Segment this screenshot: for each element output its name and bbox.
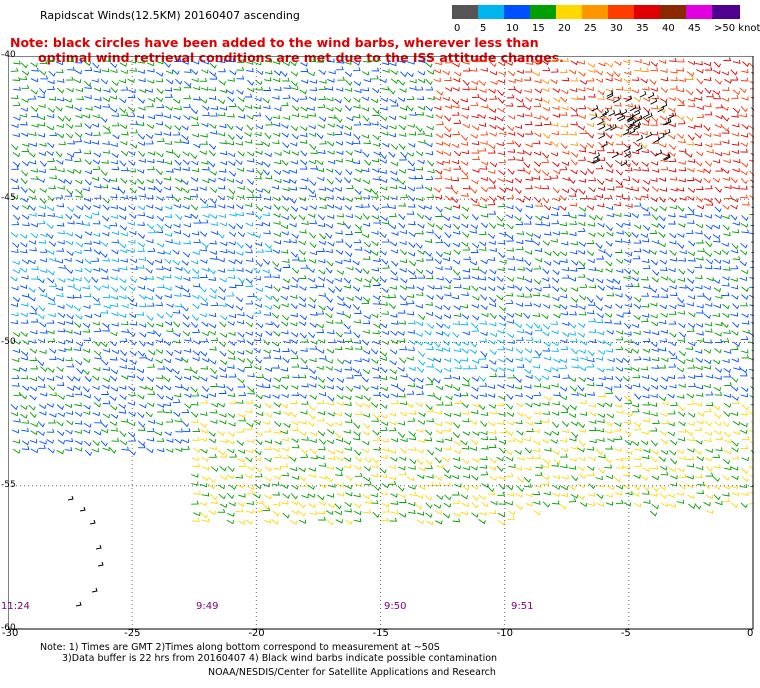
isolated-barb (75, 601, 82, 607)
legend-swatch (452, 5, 478, 19)
latitude-label: -55 (1, 479, 16, 490)
latitude-label: -45 (1, 193, 16, 204)
latitude-label: -40 (1, 50, 16, 60)
latitude-label: -60 (1, 623, 16, 633)
longitude-label: -30 (2, 628, 19, 639)
isolated-barb (89, 519, 96, 525)
legend-swatch (660, 5, 686, 19)
legend-label: 45 (688, 23, 701, 34)
legend-swatch (712, 5, 740, 19)
legend-swatch (530, 5, 556, 19)
wind-barb-group (434, 57, 754, 211)
isolated-barb (91, 587, 98, 593)
longitude-label: 0 (747, 628, 754, 639)
wind-barb-group (10, 58, 754, 457)
note-line-2: optimal wind retrieval conditions are me… (38, 50, 564, 65)
note-line-1: Note: black circles have been added to t… (10, 35, 539, 50)
longitude-label: -25 (124, 628, 141, 639)
legend-label: 20 (558, 23, 571, 34)
time-label: 11:24 (1, 601, 30, 612)
isolated-barb (95, 544, 102, 550)
legend-label: 5 (480, 23, 487, 34)
legend-swatch (582, 5, 608, 19)
legend-swatch (634, 5, 660, 19)
time-label: 9:51 (511, 601, 534, 612)
legend-label: 10 (506, 23, 519, 34)
latitude-label: -50 (1, 336, 16, 347)
isolated-barb (79, 506, 86, 512)
wind-barb-map (8, 56, 754, 630)
legend-label: 15 (532, 23, 545, 34)
isolated-barb (67, 495, 74, 501)
longitude-label: -15 (372, 628, 389, 639)
time-label: 9:50 (384, 601, 407, 612)
footnote-line-2: 3)Data buffer is 22 hrs from 20160407 4)… (62, 653, 498, 664)
wind-barb-group (433, 57, 754, 211)
legend-label: 30 (610, 23, 623, 34)
legend-label: 0 (454, 23, 461, 34)
wind-barb-group (10, 203, 614, 382)
legend-swatch (608, 5, 634, 19)
legend-swatch (556, 5, 582, 19)
isolated-barb (97, 561, 104, 567)
wind-barb-field (10, 57, 754, 607)
legend-label: >50 knots (714, 23, 760, 34)
map-title: Rapidscat Winds(12.5KM) 20160407 ascendi… (40, 9, 300, 22)
legend-swatch (504, 5, 530, 19)
legend-swatch (478, 5, 504, 19)
legend-label: 40 (662, 23, 675, 34)
wind-barb-group (191, 393, 754, 526)
longitude-label: -5 (620, 628, 631, 639)
credit-line: NOAA/NESDIS/Center for Satellite Applica… (208, 667, 496, 678)
footnote-line-1: Note: 1) Times are GMT 2)Times along bot… (40, 642, 440, 653)
map-frame (8, 56, 754, 630)
longitude-label: -20 (248, 628, 265, 639)
legend-swatch (686, 5, 712, 19)
wind-barb-group (10, 57, 754, 525)
longitude-label: -10 (496, 628, 513, 639)
legend-label: 25 (584, 23, 597, 34)
time-label: 9:49 (196, 601, 219, 612)
wind-barb-group (588, 160, 623, 193)
legend-label: 35 (636, 23, 649, 34)
contaminated-barbs (590, 90, 675, 167)
wind-speed-legend: 0 5 10 15 20 25 30 35 40 45 >50 knots (452, 5, 760, 35)
wind-barb-group (532, 57, 695, 149)
lat-lon-grid (8, 56, 753, 629)
